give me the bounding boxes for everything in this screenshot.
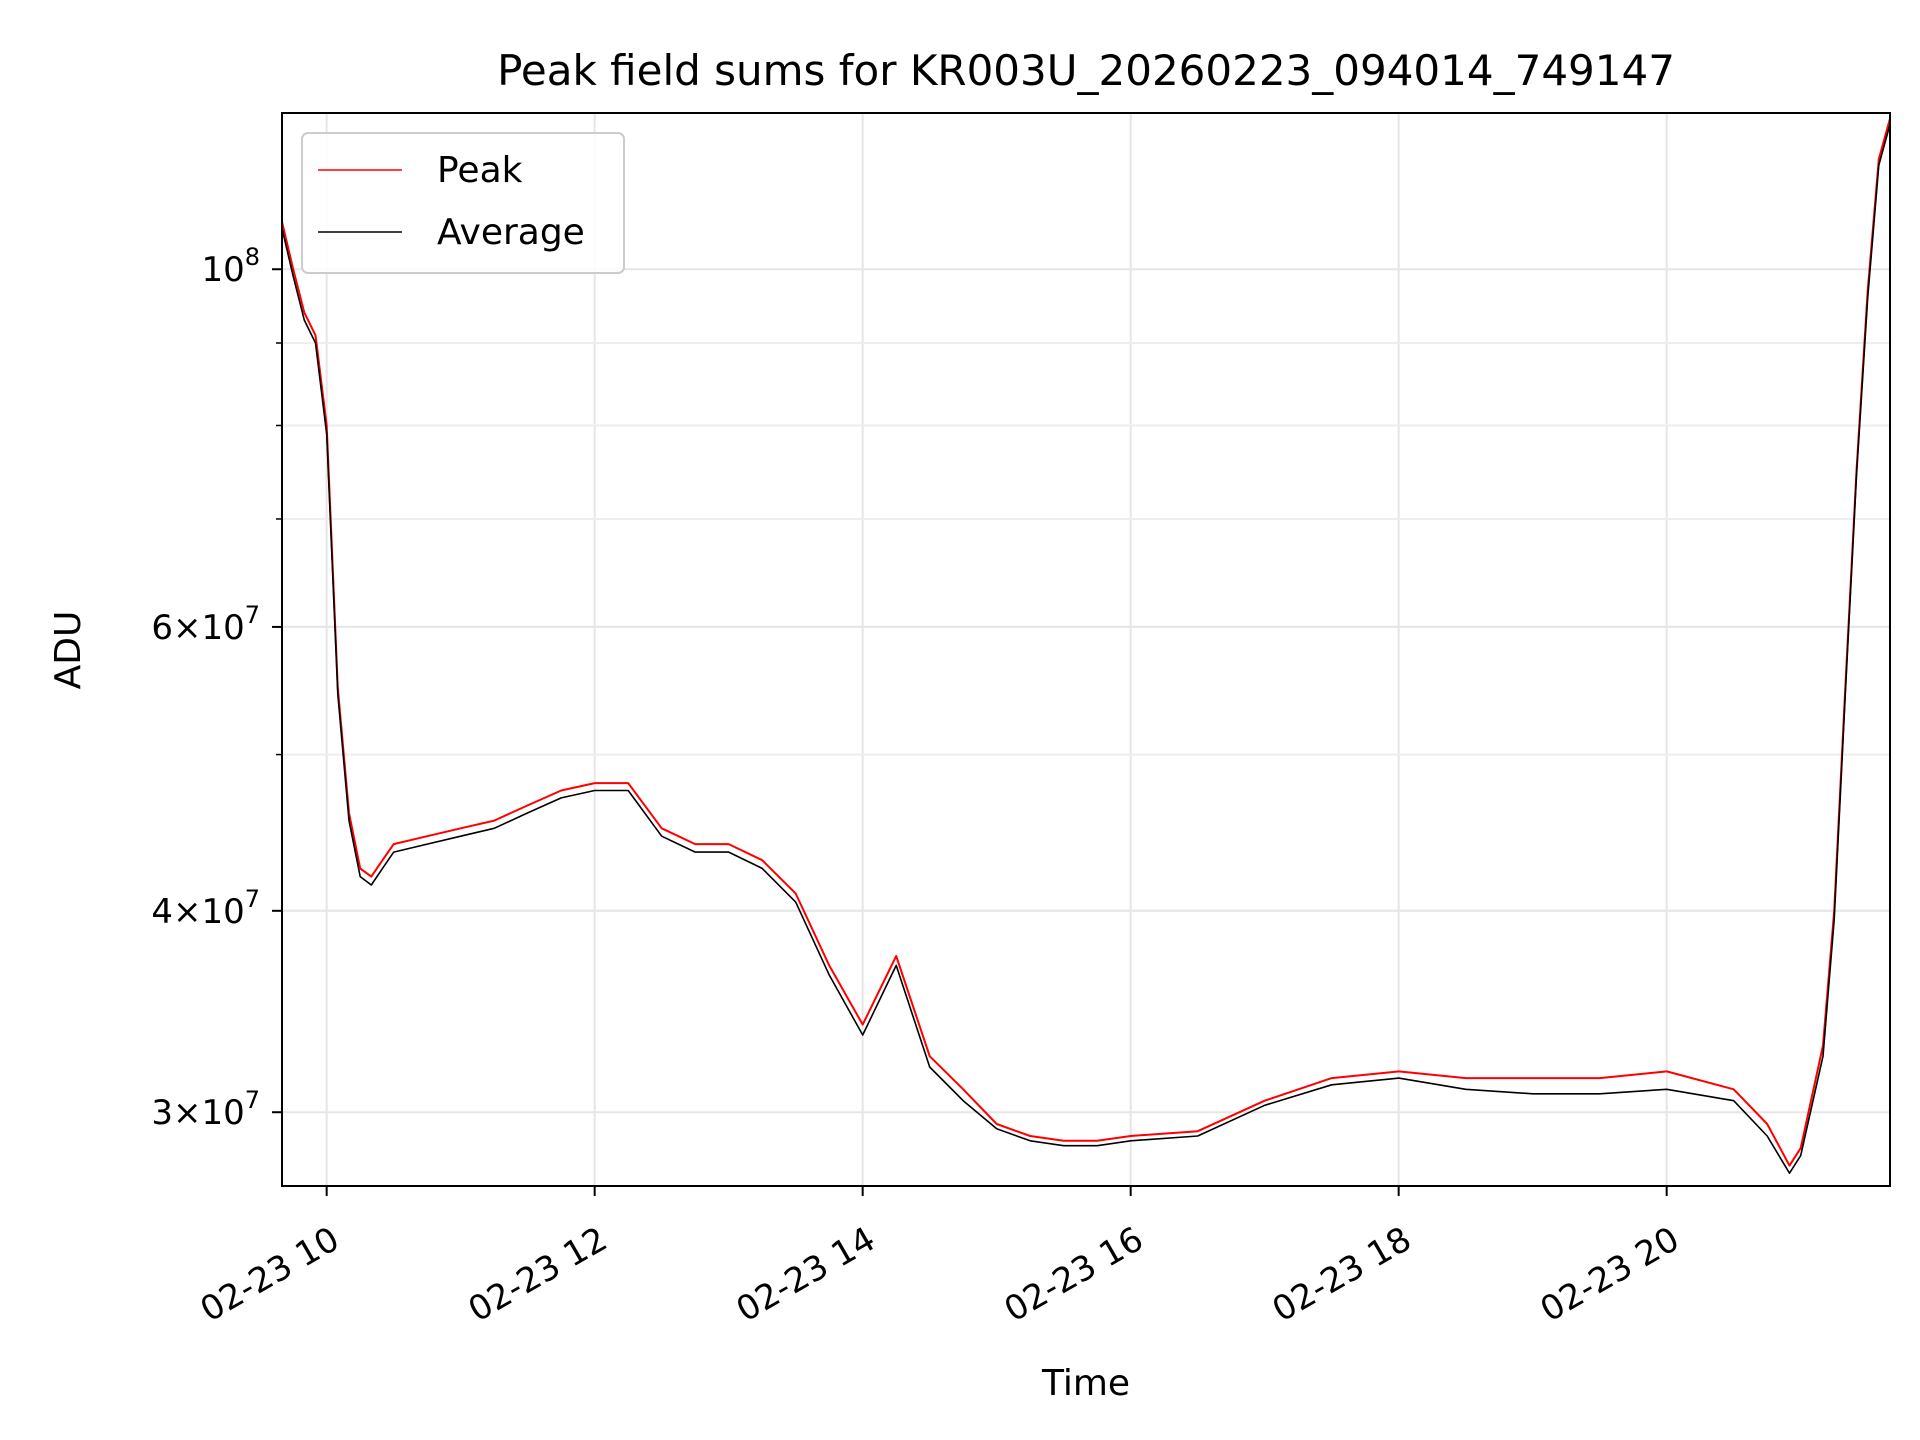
grid — [282, 113, 1890, 1186]
legend-box — [301, 132, 625, 274]
legend: Peak Average — [301, 132, 625, 274]
x-axis-label: Time — [1041, 1363, 1130, 1404]
series-line-average — [281, 124, 1891, 1174]
y-tick-label: 4×107 — [151, 885, 260, 932]
plot-frame — [281, 112, 1891, 1187]
y-tick-label: 108 — [201, 243, 260, 290]
y-tick-label: 6×107 — [151, 601, 260, 648]
chart-title: Peak field sums for KR003U_20260223_0940… — [497, 46, 1675, 95]
series-layer — [281, 118, 1891, 1174]
y-axis-label: ADU — [48, 611, 89, 690]
legend-average-label: Average — [437, 212, 585, 253]
series-line-peak — [281, 118, 1891, 1167]
y-tick-label: 3×107 — [151, 1086, 260, 1133]
legend-peak-label: Peak — [437, 150, 523, 191]
